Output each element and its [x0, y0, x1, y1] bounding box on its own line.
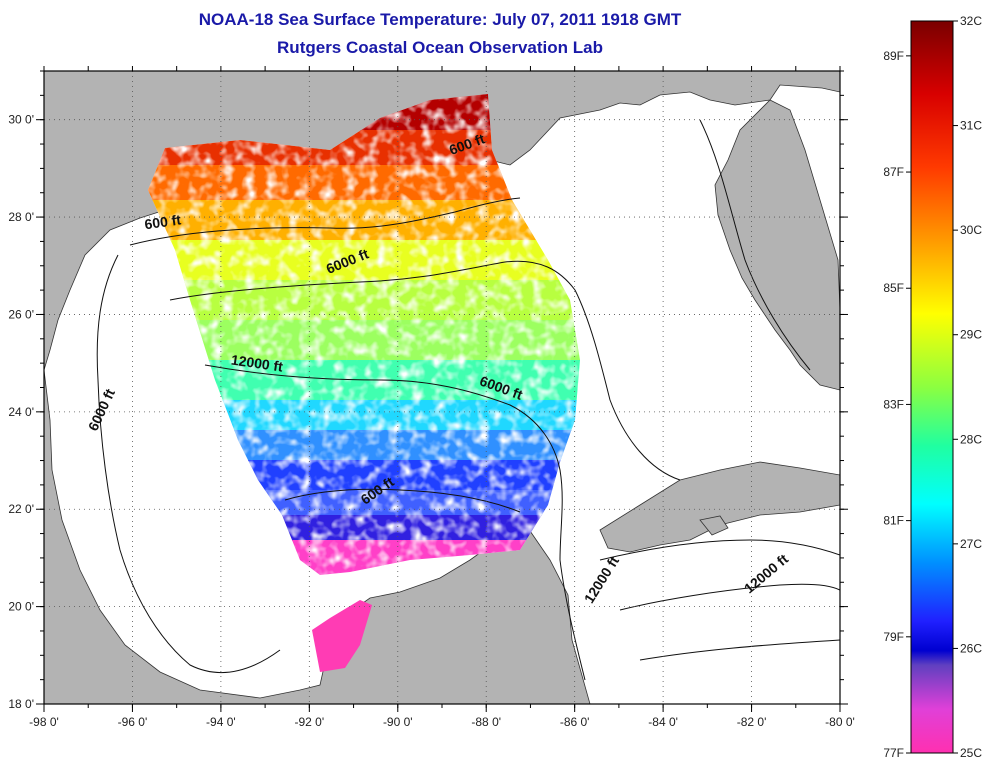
celsius-label: 31C: [960, 119, 982, 133]
fahrenheit-label: 77F: [883, 746, 904, 760]
lat-tick-label: 26 0': [8, 307, 34, 321]
celsius-label: 27C: [960, 537, 982, 551]
lon-tick-label: -84 0': [648, 715, 678, 729]
fahrenheit-label: 89F: [883, 49, 904, 63]
celsius-label: 29C: [960, 328, 982, 342]
fahrenheit-label: 85F: [883, 281, 904, 295]
lon-tick-label: -82 0': [737, 715, 767, 729]
celsius-label: 30C: [960, 223, 982, 237]
lat-tick-label: 24 0': [8, 405, 34, 419]
bathymetry-contours: [96, 119, 840, 681]
lon-tick-label: -90 0': [383, 715, 413, 729]
fahrenheit-label: 81F: [883, 514, 904, 528]
lon-tick-label: -86 0': [560, 715, 590, 729]
lon-tick-label: -92 0': [295, 715, 325, 729]
map-subtitle: Rutgers Coastal Ocean Observation Lab: [277, 38, 603, 57]
lat-tick-label: 30 0': [8, 113, 34, 127]
lon-tick-label: -88 0': [471, 715, 501, 729]
lon-tick-label: -96 0': [118, 715, 148, 729]
lon-tick-label: -94 0': [206, 715, 236, 729]
lat-tick-label: 28 0': [8, 210, 34, 224]
graticule: [44, 71, 840, 704]
lat-tick-label: 22 0': [8, 502, 34, 516]
lon-tick-label: -80 0': [825, 715, 855, 729]
celsius-label: 28C: [960, 432, 982, 446]
celsius-label: 25C: [960, 746, 982, 760]
celsius-label: 26C: [960, 641, 982, 655]
celsius-label: 32C: [960, 14, 982, 28]
fahrenheit-label: 87F: [883, 165, 904, 179]
sst-swath-yucatan: [312, 600, 372, 672]
lat-tick-label: 18 0': [8, 697, 34, 711]
colorbar-ticks: 32C 31C 30C 29C 28C 27C 26C 25C 89F 87F 85F 83F 81F 7…: [883, 14, 982, 760]
contour-label: 12000 ft: [230, 352, 284, 375]
lon-tick-label: -98 0': [29, 715, 59, 729]
map-title: NOAA-18 Sea Surface Temperature: July 07…: [198, 10, 682, 29]
lat-tick-label: 20 0': [8, 600, 34, 614]
fahrenheit-label: 83F: [883, 397, 904, 411]
axis-ticks: [36, 66, 848, 712]
colorbar-gradient: [910, 20, 954, 754]
fahrenheit-label: 79F: [883, 630, 904, 644]
contour-label: 600 ft: [143, 211, 182, 232]
axis-labels: -98 0' -96 0' -94 0' -92 0' -90 0' -88 0' -86 …: [8, 113, 854, 729]
